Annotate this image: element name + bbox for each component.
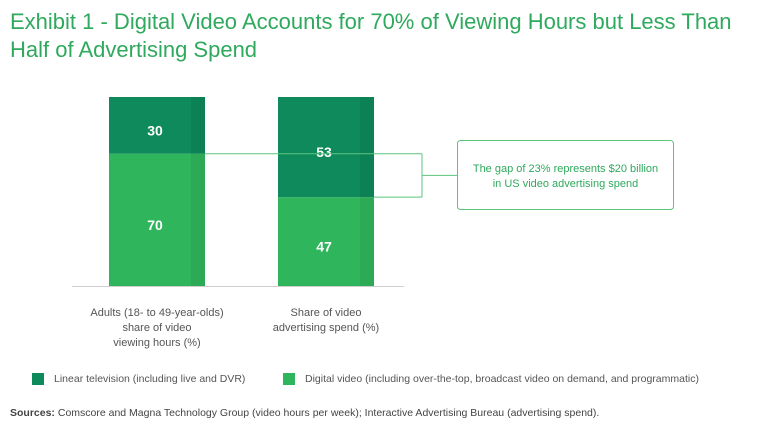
category-label-0-line-0: Adults (18- to 49-year-olds) xyxy=(90,307,223,319)
legend-item-linear: Linear television (including live and DV… xyxy=(32,373,245,385)
chart-title: Exhibit 1 - Digital Video Accounts for 7… xyxy=(10,9,732,62)
annotation-text-line-0: The gap of 23% represents $20 billion xyxy=(473,163,658,175)
data-label-linear-1: 53 xyxy=(316,144,332,160)
category-label-1-line-0: Share of video xyxy=(291,307,362,319)
annotation-box xyxy=(457,140,674,210)
source-note: Sources: Comscore and Magna Technology G… xyxy=(10,407,760,419)
source-label: Sources: xyxy=(10,407,55,419)
data-label-digital-0: 70 xyxy=(147,217,163,233)
legend: Linear television (including live and DV… xyxy=(32,373,762,389)
legend-swatch-linear xyxy=(32,373,44,385)
legend-label-digital: Digital video (including over-the-top, b… xyxy=(305,373,699,385)
legend-item-digital: Digital video (including over-the-top, b… xyxy=(283,373,699,385)
data-label-linear-0: 30 xyxy=(147,122,163,138)
bar-shade-digital-1 xyxy=(360,197,374,286)
bar-linear-0 xyxy=(109,97,205,154)
category-label-0-line-2: viewing hours (%) xyxy=(113,337,200,349)
data-label-digital-1: 47 xyxy=(316,239,332,255)
stacked-bar-chart: 70 30 Adults (18- to 49-year-olds) share of… xyxy=(72,97,674,349)
bar-shade-linear-0 xyxy=(191,97,205,154)
bar-shade-digital-0 xyxy=(191,153,205,286)
legend-label-linear: Linear television (including live and DV… xyxy=(54,373,246,385)
legend-swatch-digital xyxy=(283,373,295,385)
bar-shade-linear-1 xyxy=(360,97,374,198)
bar-digital-1 xyxy=(278,197,374,286)
bar-linear-1 xyxy=(278,97,374,198)
category-label-0-line-1: share of video xyxy=(122,322,191,334)
source-text: Comscore and Magna Technology Group (vid… xyxy=(54,407,600,419)
bar-digital-0 xyxy=(109,153,205,286)
category-label-1-line-1: advertising spend (%) xyxy=(273,322,379,334)
annotation-text-line-1: in US video advertising spend xyxy=(493,178,639,190)
